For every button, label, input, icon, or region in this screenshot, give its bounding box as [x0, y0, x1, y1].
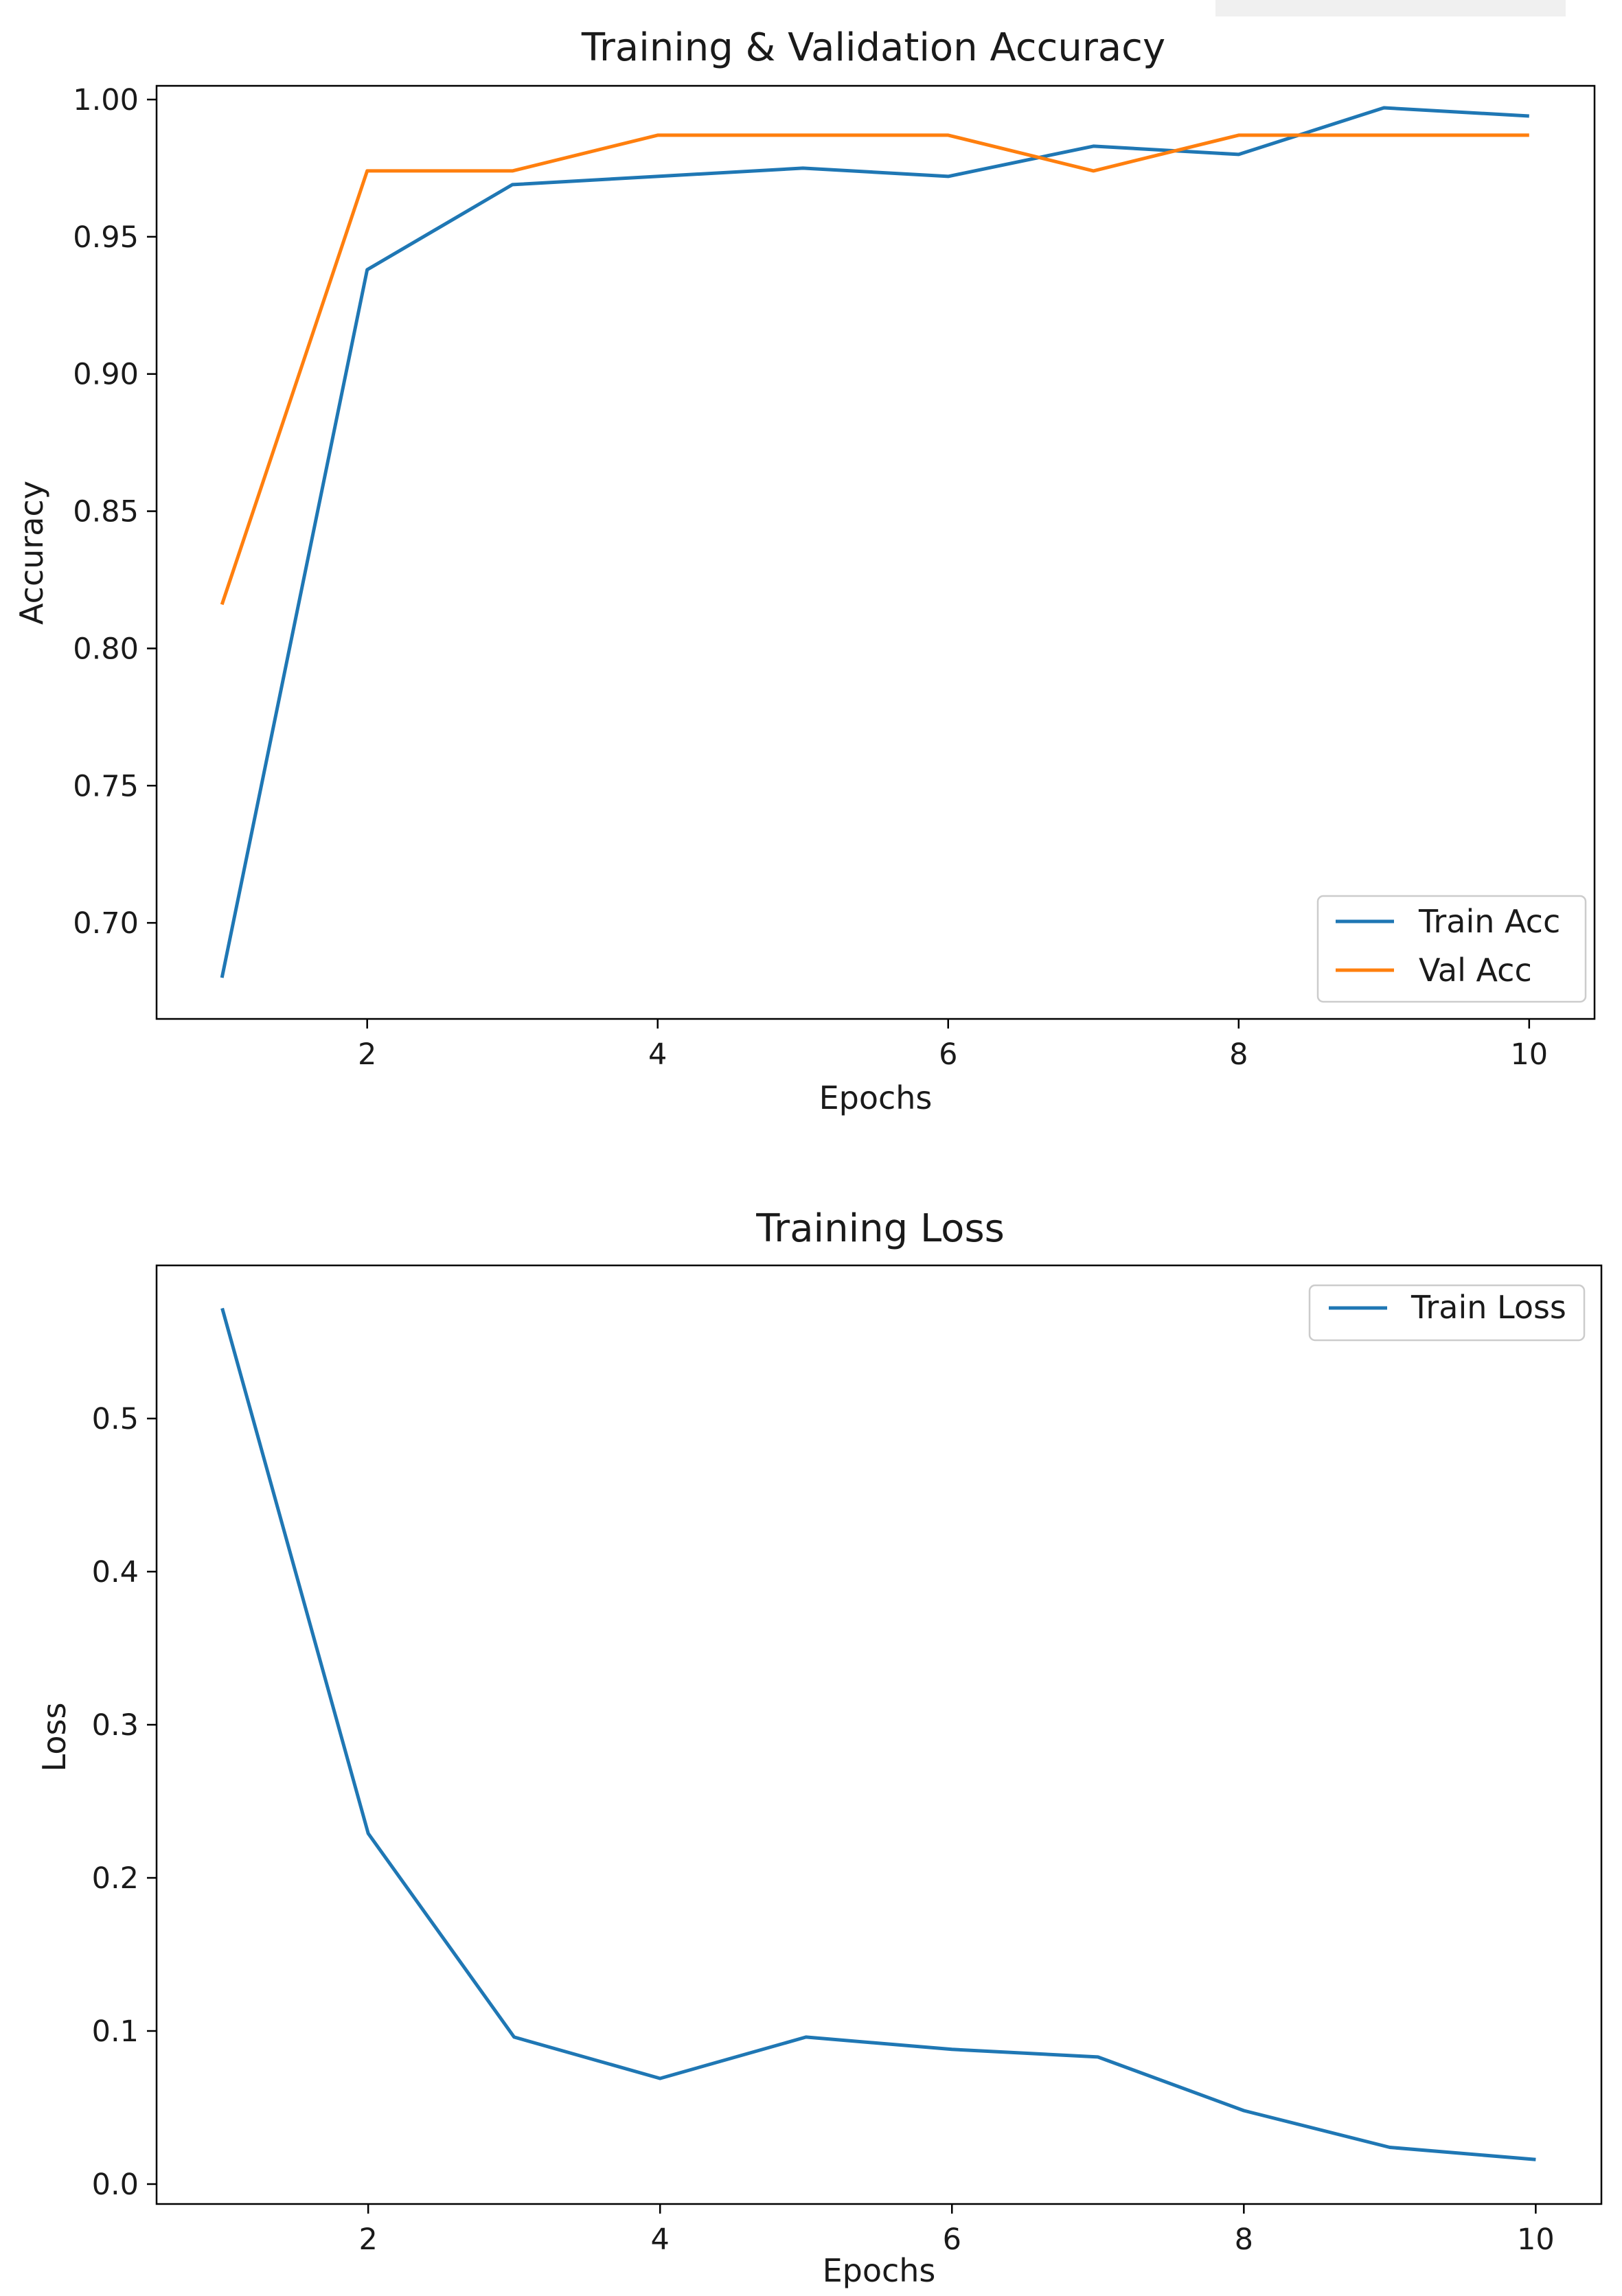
- x-tick-label: 10: [1517, 2223, 1555, 2257]
- x-tick-label: 6: [943, 2223, 961, 2257]
- accuracy-chart-ylabel: Accuracy: [13, 481, 50, 625]
- accuracy-chart-frame: [155, 84, 1596, 1020]
- loss-chart-ticks: 2 4 6 8 10 0.0 0.1 0.2 0.3 0.4 0.5: [92, 1402, 1555, 2257]
- loss-chart-legend: Train Loss: [1308, 1284, 1586, 1342]
- x-tick-label: 2: [358, 2223, 377, 2257]
- loss-chart-xlabel: Epochs: [823, 2252, 936, 2289]
- accuracy-chart-legend: Train Acc Val Acc: [1316, 895, 1587, 1003]
- loss-chart-ylabel: Loss: [36, 1703, 73, 1772]
- y-tick-label: 0.2: [92, 1861, 139, 1896]
- loss-chart-frame: [155, 1264, 1603, 2205]
- x-tick-label: 10: [1510, 1037, 1548, 1072]
- y-tick-label: 0.90: [73, 358, 139, 392]
- y-tick-label: 0.0: [92, 2168, 139, 2202]
- y-tick-label: 0.95: [73, 220, 139, 255]
- loss-chart: Training Loss 2 4 6 8 10 0.0 0.1 0.2 0.3 0.4 0.5 E…: [36, 1206, 1603, 2289]
- x-tick-label: 2: [358, 1037, 376, 1072]
- y-tick-label: 0.3: [92, 1708, 139, 1743]
- series-line-val-acc: [220, 133, 1529, 606]
- series-line-train-loss: [220, 1307, 1536, 2161]
- y-tick-label: 0.70: [73, 906, 139, 941]
- accuracy-chart: Training & Validation Accuracy 2 4 6 8 10 0.7…: [13, 25, 1596, 1116]
- y-tick-label: 0.80: [73, 632, 139, 666]
- y-tick-label: 0.4: [92, 1555, 139, 1589]
- y-tick-label: 0.85: [73, 495, 139, 529]
- loss-chart-lines: [220, 1307, 1536, 2161]
- top-strip: [1215, 0, 1566, 16]
- x-tick-label: 8: [1229, 1037, 1248, 1072]
- series-line-train-acc: [220, 106, 1529, 978]
- loss-legend-frame: [1308, 1284, 1586, 1342]
- accuracy-chart-xlabel: Epochs: [819, 1079, 933, 1116]
- legend-label-val-acc: Val Acc: [1419, 952, 1532, 989]
- y-tick-label: 0.1: [92, 2014, 139, 2049]
- x-tick-label: 4: [651, 2223, 670, 2257]
- x-tick-label: 4: [648, 1037, 667, 1072]
- y-tick-label: 0.75: [73, 769, 139, 803]
- x-tick-label: 8: [1235, 2223, 1253, 2257]
- accuracy-chart-lines: [220, 106, 1529, 978]
- accuracy-chart-ticks: 2 4 6 8 10 0.70 0.75 0.80 0.85 0.90 0.95 1.00: [73, 83, 1548, 1072]
- accuracy-chart-title: Training & Validation Accuracy: [581, 25, 1165, 70]
- y-tick-label: 1.00: [73, 83, 139, 117]
- loss-chart-title: Training Loss: [755, 1206, 1005, 1251]
- legend-label-train-acc: Train Acc: [1418, 903, 1560, 940]
- x-tick-label: 6: [939, 1037, 957, 1072]
- legend-label-train-loss: Train Loss: [1410, 1289, 1566, 1326]
- y-tick-label: 0.5: [92, 1402, 139, 1436]
